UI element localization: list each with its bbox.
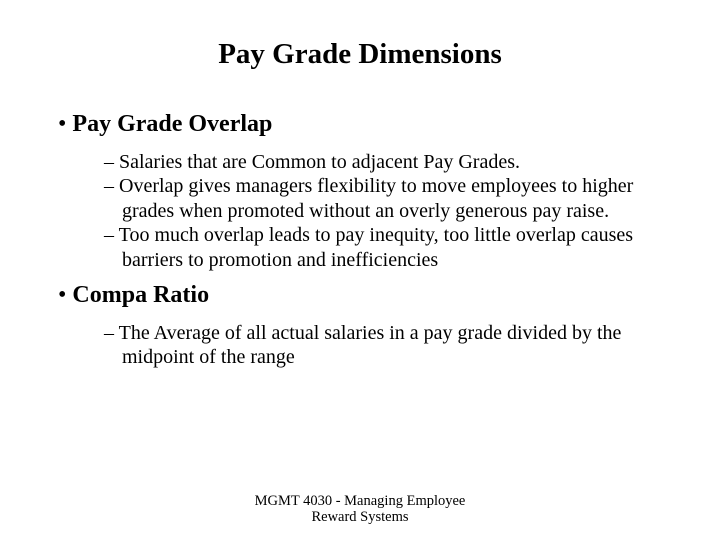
sub-list-compa: The Average of all actual salaries in a … <box>104 321 672 370</box>
sub-item: Salaries that are Common to adjacent Pay… <box>104 150 672 174</box>
bullet-compa-ratio: Compa Ratio <box>58 282 672 309</box>
slide-footer: MGMT 4030 - Managing Employee Reward Sys… <box>0 493 720 526</box>
bullet-pay-grade-overlap: Pay Grade Overlap <box>58 111 672 138</box>
sub-item: The Average of all actual salaries in a … <box>104 321 672 370</box>
sub-item: Too much overlap leads to pay inequity, … <box>104 223 672 272</box>
footer-line-2: Reward Systems <box>0 509 720 526</box>
sub-item: Overlap gives managers flexibility to mo… <box>104 174 672 223</box>
slide-title: Pay Grade Dimensions <box>48 38 672 71</box>
slide-container: Pay Grade Dimensions Pay Grade Overlap S… <box>0 0 720 370</box>
sub-list-overlap: Salaries that are Common to adjacent Pay… <box>104 150 672 272</box>
footer-line-1: MGMT 4030 - Managing Employee <box>0 493 720 510</box>
